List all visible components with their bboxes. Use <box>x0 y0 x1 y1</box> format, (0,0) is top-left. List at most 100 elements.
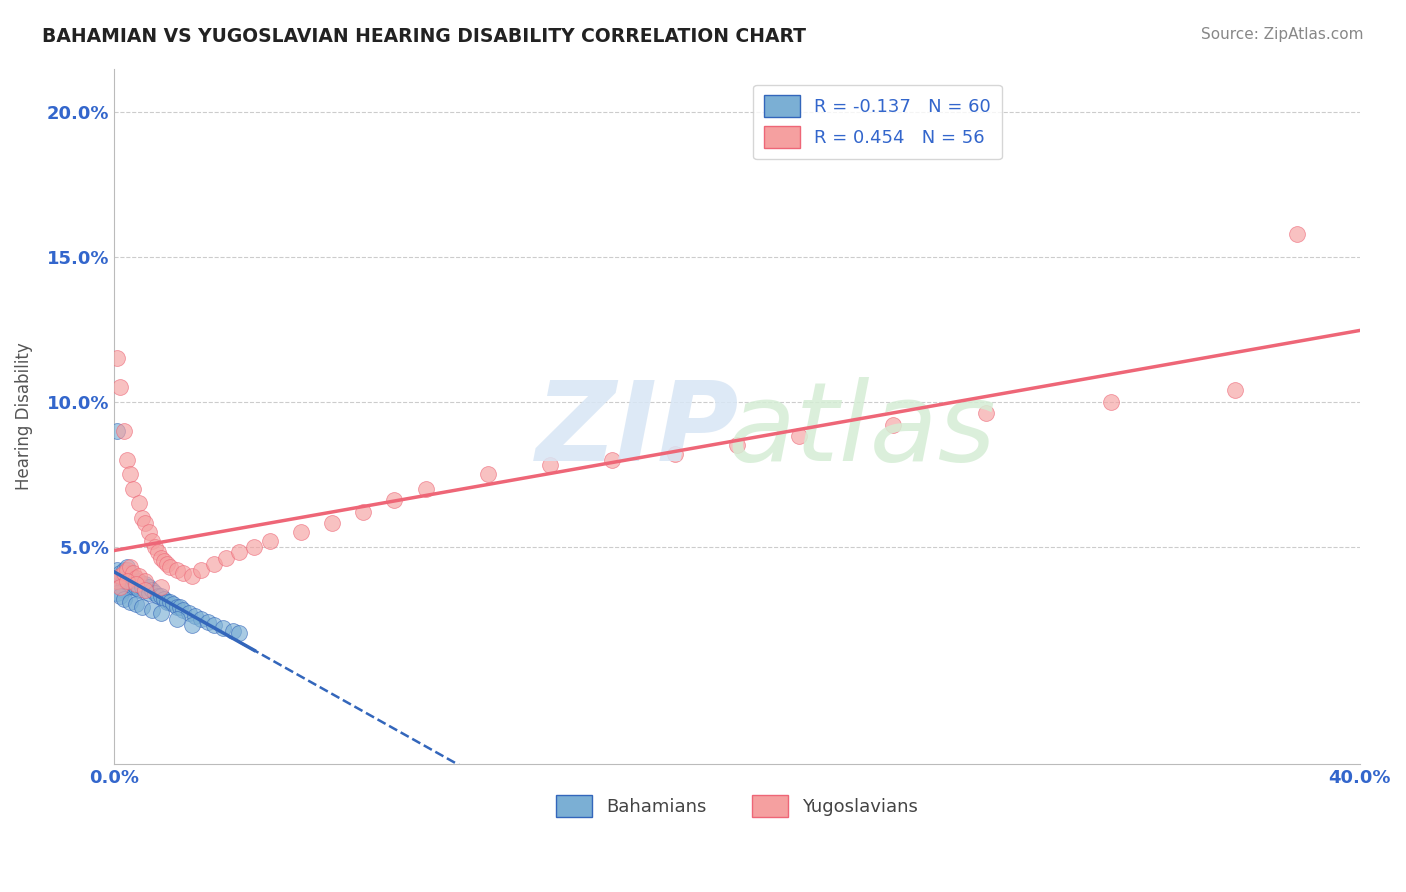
Point <box>134 516 156 531</box>
Point <box>153 554 176 568</box>
Point <box>118 574 141 589</box>
Point <box>105 424 128 438</box>
Point <box>105 574 128 589</box>
Point <box>115 568 138 582</box>
Point <box>882 417 904 432</box>
Legend: Bahamians, Yugoslavians: Bahamians, Yugoslavians <box>548 788 925 824</box>
Point <box>166 563 188 577</box>
Point <box>110 574 132 589</box>
Point <box>131 577 153 591</box>
Point <box>105 586 128 600</box>
Point <box>538 458 561 473</box>
Point <box>321 516 343 531</box>
Point <box>118 580 141 594</box>
Point <box>169 600 191 615</box>
Point <box>477 467 499 482</box>
Point <box>202 617 225 632</box>
Point <box>415 482 437 496</box>
Point <box>181 617 204 632</box>
Point <box>184 609 207 624</box>
Point <box>122 571 145 585</box>
Point <box>112 582 135 597</box>
Point <box>243 540 266 554</box>
Point <box>146 589 169 603</box>
Point <box>122 574 145 589</box>
Point <box>190 563 212 577</box>
Point <box>110 568 132 582</box>
Point <box>112 566 135 580</box>
Point <box>141 603 163 617</box>
Point <box>112 571 135 585</box>
Point <box>115 574 138 589</box>
Point <box>115 452 138 467</box>
Point <box>602 452 624 467</box>
Point <box>1225 383 1247 397</box>
Point <box>118 566 141 580</box>
Point <box>125 598 148 612</box>
Point <box>128 568 150 582</box>
Point <box>172 566 194 580</box>
Point <box>141 533 163 548</box>
Point <box>149 589 172 603</box>
Text: ZIP: ZIP <box>536 376 740 483</box>
Point <box>118 594 141 608</box>
Point <box>290 524 312 539</box>
Point <box>153 591 176 606</box>
Point <box>212 621 235 635</box>
Point <box>146 545 169 559</box>
Point <box>141 582 163 597</box>
Point <box>125 577 148 591</box>
Text: BAHAMIAN VS YUGOSLAVIAN HEARING DISABILITY CORRELATION CHART: BAHAMIAN VS YUGOSLAVIAN HEARING DISABILI… <box>42 27 806 45</box>
Point <box>125 577 148 591</box>
Y-axis label: Hearing Disability: Hearing Disability <box>15 343 32 490</box>
Point <box>122 577 145 591</box>
Point <box>105 574 128 589</box>
Point <box>122 482 145 496</box>
Point <box>143 586 166 600</box>
Point <box>149 606 172 620</box>
Point <box>384 493 406 508</box>
Point <box>149 551 172 566</box>
Point <box>134 582 156 597</box>
Point <box>190 612 212 626</box>
Point <box>110 566 132 580</box>
Point <box>138 524 160 539</box>
Point <box>112 424 135 438</box>
Point <box>215 551 238 566</box>
Point <box>143 540 166 554</box>
Point <box>138 586 160 600</box>
Point <box>128 580 150 594</box>
Point <box>156 594 179 608</box>
Point <box>125 580 148 594</box>
Point <box>128 574 150 589</box>
Point <box>110 380 132 394</box>
Point <box>181 568 204 582</box>
Point <box>149 580 172 594</box>
Point <box>787 429 810 443</box>
Point <box>159 559 181 574</box>
Point <box>122 566 145 580</box>
Point <box>112 577 135 591</box>
Point <box>134 582 156 597</box>
Point <box>118 467 141 482</box>
Point <box>105 351 128 366</box>
Point <box>131 580 153 594</box>
Point <box>725 438 748 452</box>
Point <box>125 571 148 585</box>
Point <box>1099 394 1122 409</box>
Point <box>156 557 179 571</box>
Point <box>110 580 132 594</box>
Point <box>974 406 997 420</box>
Point <box>128 496 150 510</box>
Point <box>112 591 135 606</box>
Point <box>118 559 141 574</box>
Point <box>128 582 150 597</box>
Point <box>177 606 200 620</box>
Point <box>131 600 153 615</box>
Point <box>131 510 153 524</box>
Point <box>259 533 281 548</box>
Point <box>134 577 156 591</box>
Point <box>352 505 374 519</box>
Point <box>228 545 250 559</box>
Point <box>115 559 138 574</box>
